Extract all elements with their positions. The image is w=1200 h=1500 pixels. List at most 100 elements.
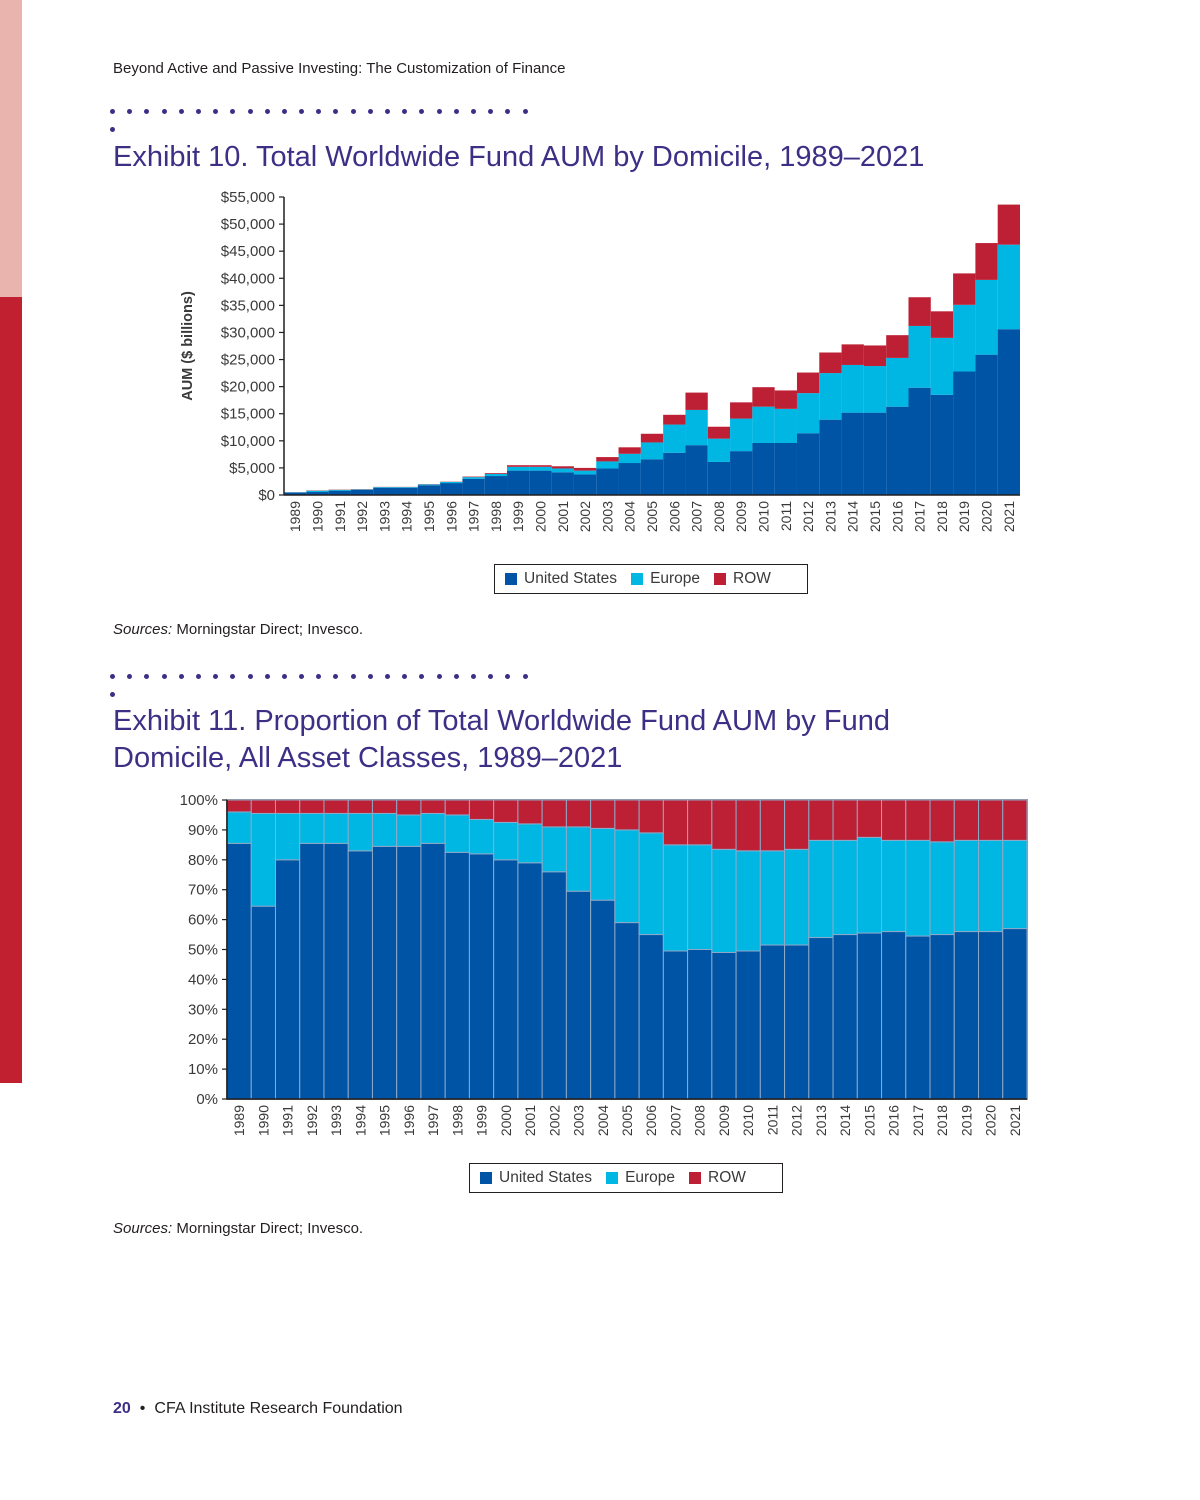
bar-europe-1990: [306, 490, 329, 493]
bar-us-1997: [462, 478, 485, 495]
bar-europe-1998: [444, 814, 470, 853]
bar-us-2006: [663, 452, 686, 495]
bar-us-2004: [618, 463, 641, 495]
bar-row-2009: [711, 799, 737, 850]
bar-europe-1993: [323, 812, 349, 844]
bar-row-2006: [638, 799, 664, 834]
bar-row-1998: [444, 799, 470, 816]
bar-us-2016: [881, 931, 907, 1100]
bar-row-1996: [396, 799, 422, 816]
bar-row-2015: [856, 799, 883, 838]
bar-europe-2012: [796, 393, 820, 434]
bar-europe-2006: [638, 832, 664, 936]
bar-row-2008: [687, 799, 713, 846]
bar-row-2015: [863, 345, 887, 367]
x-tick-label: 2004: [622, 501, 638, 532]
bar-row-2006: [663, 414, 686, 425]
x-tick-label: 2017: [910, 1105, 926, 1136]
bar-us-2007: [685, 445, 708, 495]
x-tick-label: 1997: [466, 501, 482, 532]
bar-us-2014: [841, 412, 864, 495]
x-tick-label: 2007: [667, 1105, 683, 1136]
bar-row-1997: [420, 799, 446, 814]
legend-item-row: ROW: [689, 1169, 746, 1187]
bar-europe-2015: [856, 836, 883, 934]
bar-europe-2007: [685, 409, 708, 446]
legend-swatch-us: [505, 573, 517, 585]
bar-us-2020: [978, 931, 1004, 1100]
x-tick-label: 2008: [711, 501, 727, 532]
bar-us-2013: [819, 419, 842, 495]
bar-row-2000: [493, 799, 519, 823]
bar-us-1994: [347, 850, 373, 1100]
y-tick-label: $55,000: [221, 189, 275, 206]
bar-row-2011: [774, 390, 797, 409]
x-tick-label: 2004: [595, 1105, 611, 1136]
bar-europe-1999: [468, 818, 495, 855]
y-tick-label: 40%: [188, 971, 218, 988]
y-tick-label: $45,000: [221, 243, 275, 260]
bar-us-2002: [541, 871, 567, 1100]
page-footer: 20 • CFA Institute Research Foundation: [113, 1400, 403, 1418]
y-tick-label: 60%: [188, 912, 218, 929]
bar-row-2005: [640, 433, 664, 443]
bar-row-2012: [784, 799, 810, 850]
y-tick-label: $50,000: [221, 216, 275, 233]
y-tick-label: 10%: [188, 1061, 218, 1078]
legend-label-row: ROW: [733, 570, 771, 587]
bar-us-2021: [997, 329, 1020, 495]
bar-europe-2010: [752, 406, 775, 443]
bar-row-1999: [468, 799, 495, 820]
x-tick-label: 2010: [756, 501, 772, 532]
bar-us-2017: [905, 935, 931, 1100]
x-tick-label: 2018: [934, 501, 950, 532]
bar-row-2003: [596, 457, 619, 462]
x-tick-label: 1998: [449, 1105, 465, 1136]
bar-row-2001: [551, 466, 574, 469]
bar-us-2003: [596, 468, 619, 495]
bar-row-2001: [517, 799, 543, 825]
y-tick-label: $15,000: [221, 406, 275, 423]
legend-swatch-europe: [631, 573, 644, 585]
x-tick-label: 1995: [377, 1105, 393, 1136]
x-tick-label: 2003: [571, 1105, 587, 1136]
x-tick-label: 1995: [421, 501, 437, 532]
x-tick-label: 1992: [304, 1105, 320, 1136]
bar-row-2007: [662, 799, 689, 846]
exhibit-10-legend: United States Europe ROW: [494, 564, 808, 594]
y-tick-label: 0%: [196, 1091, 218, 1108]
exhibit-10-sources: Sources: Morningstar Direct; Invesco.: [113, 621, 363, 638]
page-number: 20: [113, 1400, 131, 1417]
bar-row-2000: [529, 465, 552, 467]
x-tick-label: 2009: [733, 501, 749, 532]
legend-label-us: United States: [499, 1169, 593, 1186]
x-tick-label: 1990: [309, 501, 325, 532]
x-tick-label: 1989: [231, 1105, 247, 1136]
bar-us-1994: [395, 487, 418, 495]
bar-row-2018: [930, 311, 954, 338]
bar-us-1998: [444, 851, 470, 1100]
bar-us-1995: [371, 845, 398, 1100]
side-band-dark: [0, 297, 22, 1083]
bar-us-2011: [759, 944, 786, 1100]
bar-us-2006: [638, 934, 664, 1100]
bar-europe-2014: [841, 364, 864, 413]
bar-us-1989: [284, 492, 307, 495]
bar-europe-2020: [975, 279, 998, 355]
bar-row-2005: [614, 799, 640, 831]
bar-us-2003: [565, 890, 592, 1100]
y-tick-label: $40,000: [221, 270, 275, 287]
x-tick-label: 2013: [813, 1105, 829, 1136]
bar-europe-1997: [420, 812, 446, 844]
bar-us-2020: [975, 354, 998, 495]
bar-europe-2012: [784, 848, 810, 946]
x-tick-label: 1989: [287, 501, 303, 532]
bar-row-1993: [323, 799, 349, 814]
exhibit-11-chart: 100% 90% 80% 70% 60% 50% 40% 30% 20% 10% 0% 1989 199…: [180, 792, 1028, 1136]
bar-row-2004: [590, 799, 616, 829]
x-tick-label: 2019: [958, 1105, 974, 1136]
bar-row-1999: [507, 465, 530, 467]
bar-europe-1999: [507, 466, 530, 471]
bar-europe-2011: [774, 408, 797, 443]
bar-europe-1996: [440, 481, 463, 484]
